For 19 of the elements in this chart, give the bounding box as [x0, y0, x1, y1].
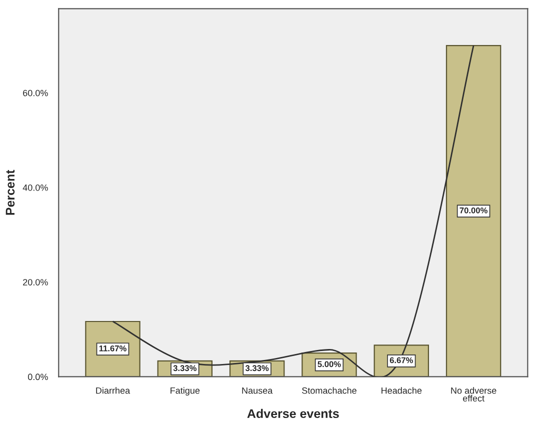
x-axis-title: Adverse events [247, 408, 339, 418]
y-tick-label: 40.0% [22, 184, 48, 191]
data-label: 70.00% [460, 207, 488, 214]
data-label: 11.67% [99, 345, 126, 352]
data-label: 3.33% [245, 365, 269, 372]
x-tick-label: Headache [382, 387, 422, 394]
data-label: 5.00% [318, 361, 341, 368]
x-tick-label: Nausea [242, 387, 273, 394]
data-label: 3.33% [173, 365, 197, 372]
y-tick-label: 60.0% [23, 90, 48, 96]
y-axis-title: Percent [6, 170, 15, 215]
x-tick-label: Fatigue [170, 387, 200, 396]
bar [446, 45, 502, 377]
x-tick-label: Stomachache [302, 387, 356, 394]
y-tick-label: 20.0% [23, 279, 48, 286]
y-tick-label: 0.0% [28, 374, 48, 380]
data-label: 6.67% [390, 357, 413, 364]
x-tick-label: No adverse effect [451, 387, 496, 402]
x-tick-label: Diarrhea [96, 387, 130, 394]
